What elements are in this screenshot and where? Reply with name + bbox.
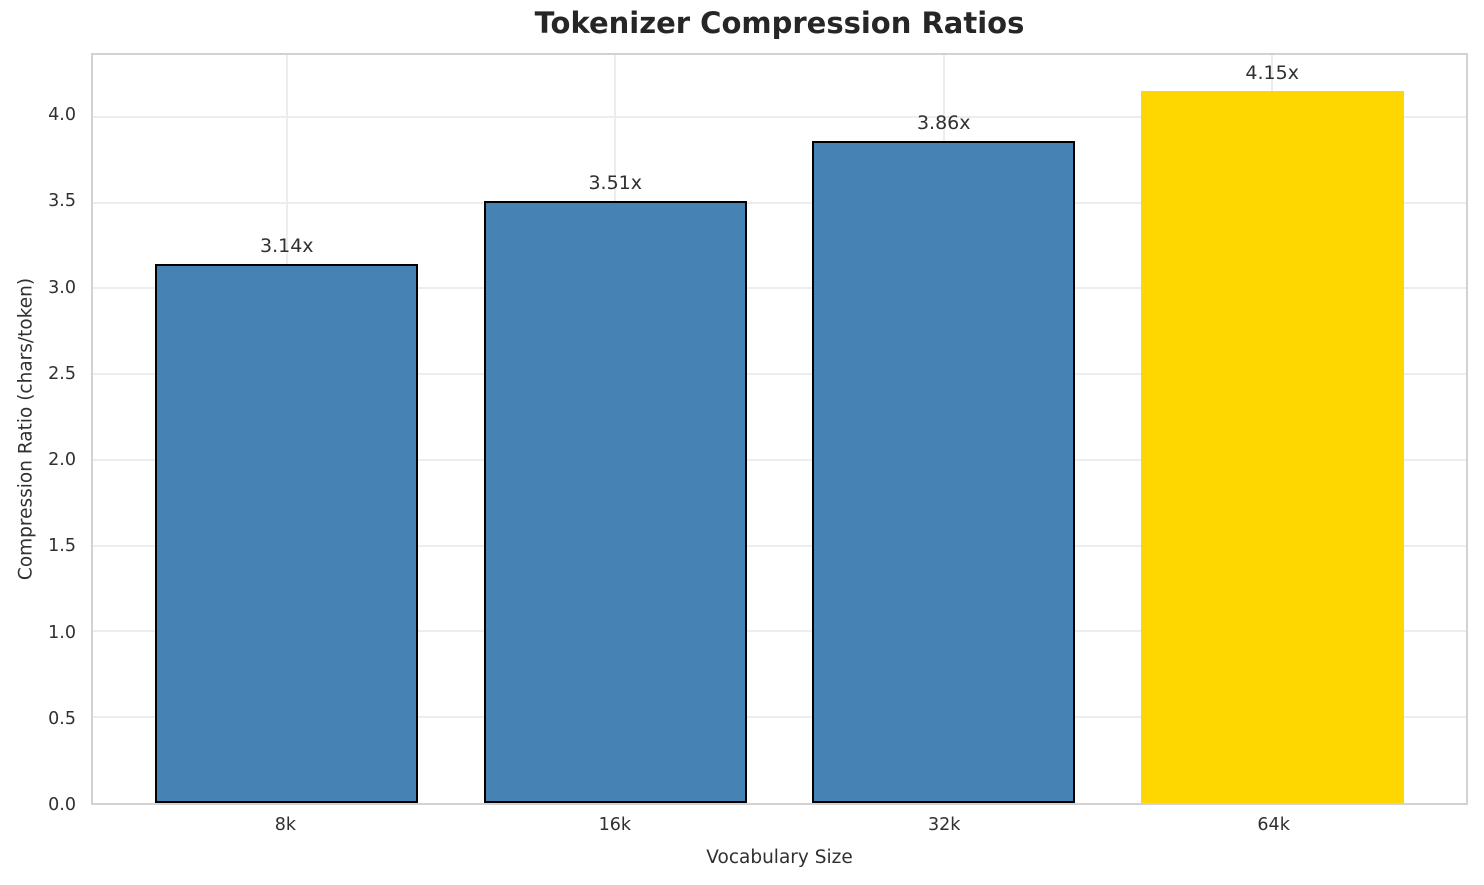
bar-layer: 3.14x 3.51x 3.86x 4.15x [93, 55, 1466, 803]
y-tick-label: 1.5 [48, 536, 76, 557]
x-tick-label: 8k [274, 815, 296, 835]
bar-16k [483, 200, 747, 803]
y-tick-label: 4.0 [48, 105, 76, 126]
y-tick-label: 3.0 [48, 277, 76, 298]
y-gridline [93, 544, 1466, 547]
plot-area: 3.14x 3.51x 3.86x 4.15x [91, 53, 1468, 805]
y-tick-label: 0.5 [48, 708, 76, 729]
bar-64k [1140, 91, 1404, 803]
y-gridline [93, 458, 1466, 461]
bar-value-label: 4.15x [1245, 62, 1299, 85]
y-tick-label: 2.5 [48, 363, 76, 384]
y-gridline [93, 373, 1466, 376]
y-axis-label: Compression Ratio (chars/token) [15, 277, 37, 581]
y-gridline [93, 716, 1466, 719]
y-gridline [93, 287, 1466, 290]
bar-8k [155, 264, 419, 803]
y-tick-label: 1.0 [48, 622, 76, 643]
y-gridline [93, 630, 1466, 633]
y-gridline [93, 115, 1466, 118]
y-tick-label: 3.5 [48, 191, 76, 212]
bar-value-label: 3.14x [260, 235, 314, 258]
chart-title: Tokenizer Compression Ratios [534, 6, 1025, 40]
y-tick-label: 2.0 [48, 450, 76, 471]
x-tick-label: 16k [598, 815, 631, 835]
bar-value-label: 3.86x [916, 111, 971, 134]
x-tick-label: 64k [1257, 815, 1290, 835]
bar-value-label: 3.51x [588, 171, 643, 194]
y-gridline [93, 201, 1466, 204]
y-tick-label: 0.0 [48, 795, 76, 815]
bar-32k [812, 140, 1076, 803]
x-axis-label: Vocabulary Size [706, 847, 853, 868]
x-tick-label: 32k [928, 815, 961, 835]
